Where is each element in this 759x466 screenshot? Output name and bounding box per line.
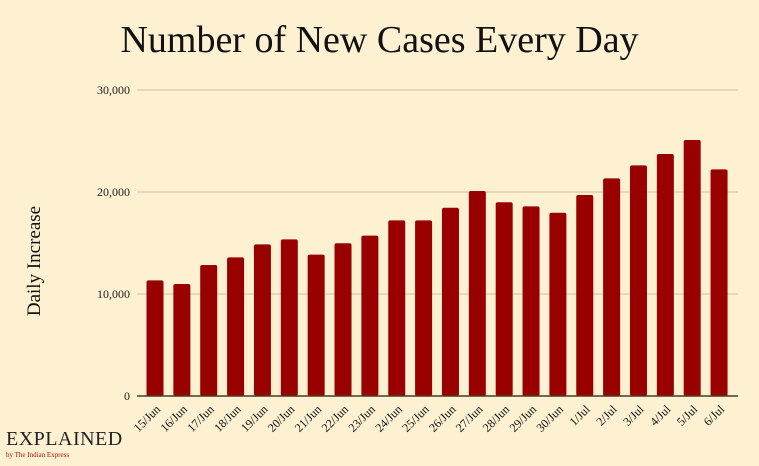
- bar: [280, 239, 298, 396]
- y-tick-label: 0: [124, 389, 130, 403]
- bar: [388, 220, 406, 396]
- x-tick-label: 15/Jun: [131, 402, 164, 435]
- bar: [441, 207, 459, 396]
- bar: [629, 165, 647, 396]
- bar: [576, 194, 594, 396]
- x-tick-label: 28/Jun: [480, 402, 513, 435]
- bar: [710, 169, 728, 396]
- x-tick-label: 20/Jun: [265, 402, 298, 435]
- x-tick-label: 2/Jul: [593, 402, 620, 429]
- logo-text: EXPLAINED: [6, 428, 123, 450]
- bar: [522, 206, 540, 396]
- x-tick-label: 16/Jun: [157, 402, 190, 435]
- x-tick-label: 29/Jun: [507, 402, 540, 435]
- y-tick-label: 20,000: [97, 185, 130, 199]
- bar: [603, 178, 621, 396]
- x-tick-label: 26/Jun: [426, 402, 459, 435]
- x-tick-label: 24/Jun: [372, 402, 405, 435]
- bar: [253, 244, 271, 396]
- y-tick-label: 10,000: [97, 287, 130, 301]
- bar: [656, 153, 674, 396]
- x-tick-label: 3/Jul: [620, 402, 647, 429]
- x-tick-label: 6/Jul: [701, 402, 728, 429]
- bar: [200, 265, 218, 396]
- bar: [227, 257, 245, 396]
- x-tick-label: 30/Jun: [533, 402, 566, 435]
- x-tick-label: 23/Jun: [345, 402, 378, 435]
- x-tick-label: 1/Jul: [566, 402, 593, 429]
- bar: [468, 190, 486, 396]
- bar: [307, 254, 325, 396]
- bar: [683, 139, 701, 397]
- x-tick-label: 18/Jun: [211, 402, 244, 435]
- x-tick-label: 27/Jun: [453, 402, 486, 435]
- x-tick-label: 22/Jun: [319, 402, 352, 435]
- bar: [146, 280, 164, 396]
- x-tick-label: 17/Jun: [184, 402, 217, 435]
- logo-subtext: by The Indian Express: [6, 451, 70, 459]
- x-tick-label: 4/Jul: [647, 402, 674, 429]
- chart-title: Number of New Cases Every Day: [120, 19, 639, 61]
- explained-logo: EXPLAINED by The Indian Express: [6, 428, 123, 459]
- bar: [173, 284, 191, 396]
- bar: [415, 220, 433, 396]
- y-tick-label: 30,000: [97, 83, 130, 97]
- x-tick-label: 19/Jun: [238, 402, 271, 435]
- bar: [361, 235, 379, 396]
- x-tick-label: 5/Jul: [674, 402, 701, 429]
- bar: [549, 212, 567, 396]
- bar: [495, 202, 513, 396]
- bar: [334, 243, 352, 396]
- x-tick-label: 25/Jun: [399, 402, 432, 435]
- x-tick-label: 21/Jun: [292, 402, 325, 435]
